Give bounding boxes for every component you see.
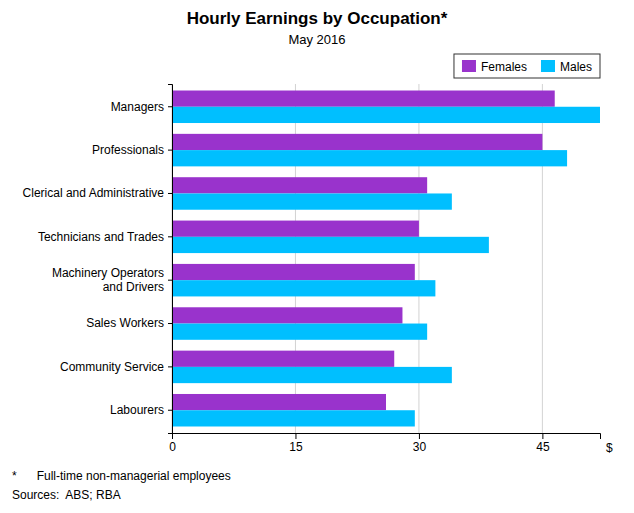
bar bbox=[172, 134, 542, 150]
y-tick-mark bbox=[168, 410, 172, 411]
legend-label: Males bbox=[560, 60, 592, 74]
y-tick-label: Community Service bbox=[60, 360, 164, 374]
bar bbox=[172, 410, 415, 426]
y-tick: Clerical and Administrative bbox=[23, 186, 172, 200]
bar bbox=[172, 177, 427, 193]
legend-swatch bbox=[541, 60, 555, 72]
x-tick: 45 bbox=[536, 433, 550, 454]
y-tick-label: Sales Workers bbox=[86, 316, 164, 330]
bar bbox=[172, 351, 394, 367]
x-tick-mark bbox=[542, 433, 543, 439]
y-tick-label: Technicians and Trades bbox=[38, 230, 164, 244]
legend-swatch bbox=[462, 60, 476, 72]
bar bbox=[172, 367, 452, 383]
y-tick: Machinery Operatorsand Drivers bbox=[52, 266, 172, 293]
legend-box bbox=[454, 54, 600, 78]
bars bbox=[172, 91, 600, 427]
bar bbox=[172, 237, 489, 253]
bar bbox=[172, 264, 415, 280]
y-axis-line bbox=[168, 85, 173, 434]
x-tick-label: 15 bbox=[289, 440, 303, 454]
chart-svg: Hourly Earnings by Occupation* May 2016 0 1… bbox=[0, 0, 634, 513]
y-tick-label: Machinery Operatorsand Drivers bbox=[52, 266, 164, 293]
legend: Females Males bbox=[454, 54, 600, 78]
x-axis-label: $ bbox=[606, 441, 613, 455]
x-tick-label: 30 bbox=[413, 440, 427, 454]
x-tick-label: 45 bbox=[536, 440, 550, 454]
y-tick-mark bbox=[168, 150, 172, 151]
bar bbox=[172, 307, 402, 323]
y-tick-label: Professionals bbox=[92, 143, 164, 157]
x-tick: 15 bbox=[289, 433, 303, 454]
y-tick-mark bbox=[168, 280, 172, 281]
y-tick: Community Service bbox=[60, 360, 172, 374]
y-tick-label: Labourers bbox=[110, 403, 164, 417]
plot-area: 0 15 30 45 $ Managers Professionals Clerical an… bbox=[23, 84, 613, 455]
y-tick-label: Managers bbox=[111, 100, 164, 114]
bar bbox=[172, 91, 555, 107]
bar bbox=[172, 324, 427, 340]
grid bbox=[172, 84, 542, 433]
y-tick: Sales Workers bbox=[86, 316, 172, 330]
bar-series bbox=[172, 91, 555, 411]
y-tick-mark bbox=[168, 193, 172, 194]
y-tick-mark bbox=[168, 236, 172, 237]
bar bbox=[172, 107, 600, 123]
annotation: * Full-time non-managerial employees bbox=[12, 469, 231, 483]
chart-container: Hourly Earnings by Occupation* May 2016 0 1… bbox=[0, 0, 634, 513]
bar bbox=[172, 221, 419, 237]
legend-label: Females bbox=[481, 60, 527, 74]
y-tick: Technicians and Trades bbox=[38, 230, 172, 244]
bar bbox=[172, 193, 452, 209]
x-tick: 30 bbox=[413, 433, 427, 454]
x-axis-line bbox=[173, 434, 601, 440]
y-tick: Managers bbox=[111, 100, 172, 114]
title: Hourly Earnings by Occupation* bbox=[187, 9, 448, 28]
y-tick: Labourers bbox=[110, 403, 172, 417]
y-tick: Professionals bbox=[92, 143, 172, 157]
bar-series bbox=[172, 107, 600, 427]
annotation: Sources: ABS; RBA bbox=[12, 488, 121, 502]
y-axis: Managers Professionals Clerical and Admini… bbox=[23, 85, 173, 434]
x-axis: 0 15 30 45 bbox=[169, 433, 600, 454]
bar bbox=[172, 394, 386, 410]
x-tick-mark bbox=[419, 433, 420, 439]
y-tick-mark bbox=[168, 106, 172, 107]
y-tick-mark bbox=[168, 366, 172, 367]
x-tick: 0 bbox=[169, 433, 176, 454]
x-tick-label: 0 bbox=[169, 440, 176, 454]
subtitle: May 2016 bbox=[288, 32, 345, 47]
bar bbox=[172, 280, 435, 296]
bar bbox=[172, 150, 567, 166]
x-tick-mark bbox=[295, 433, 296, 439]
y-tick-label: Clerical and Administrative bbox=[23, 186, 165, 200]
y-tick-mark bbox=[168, 323, 172, 324]
